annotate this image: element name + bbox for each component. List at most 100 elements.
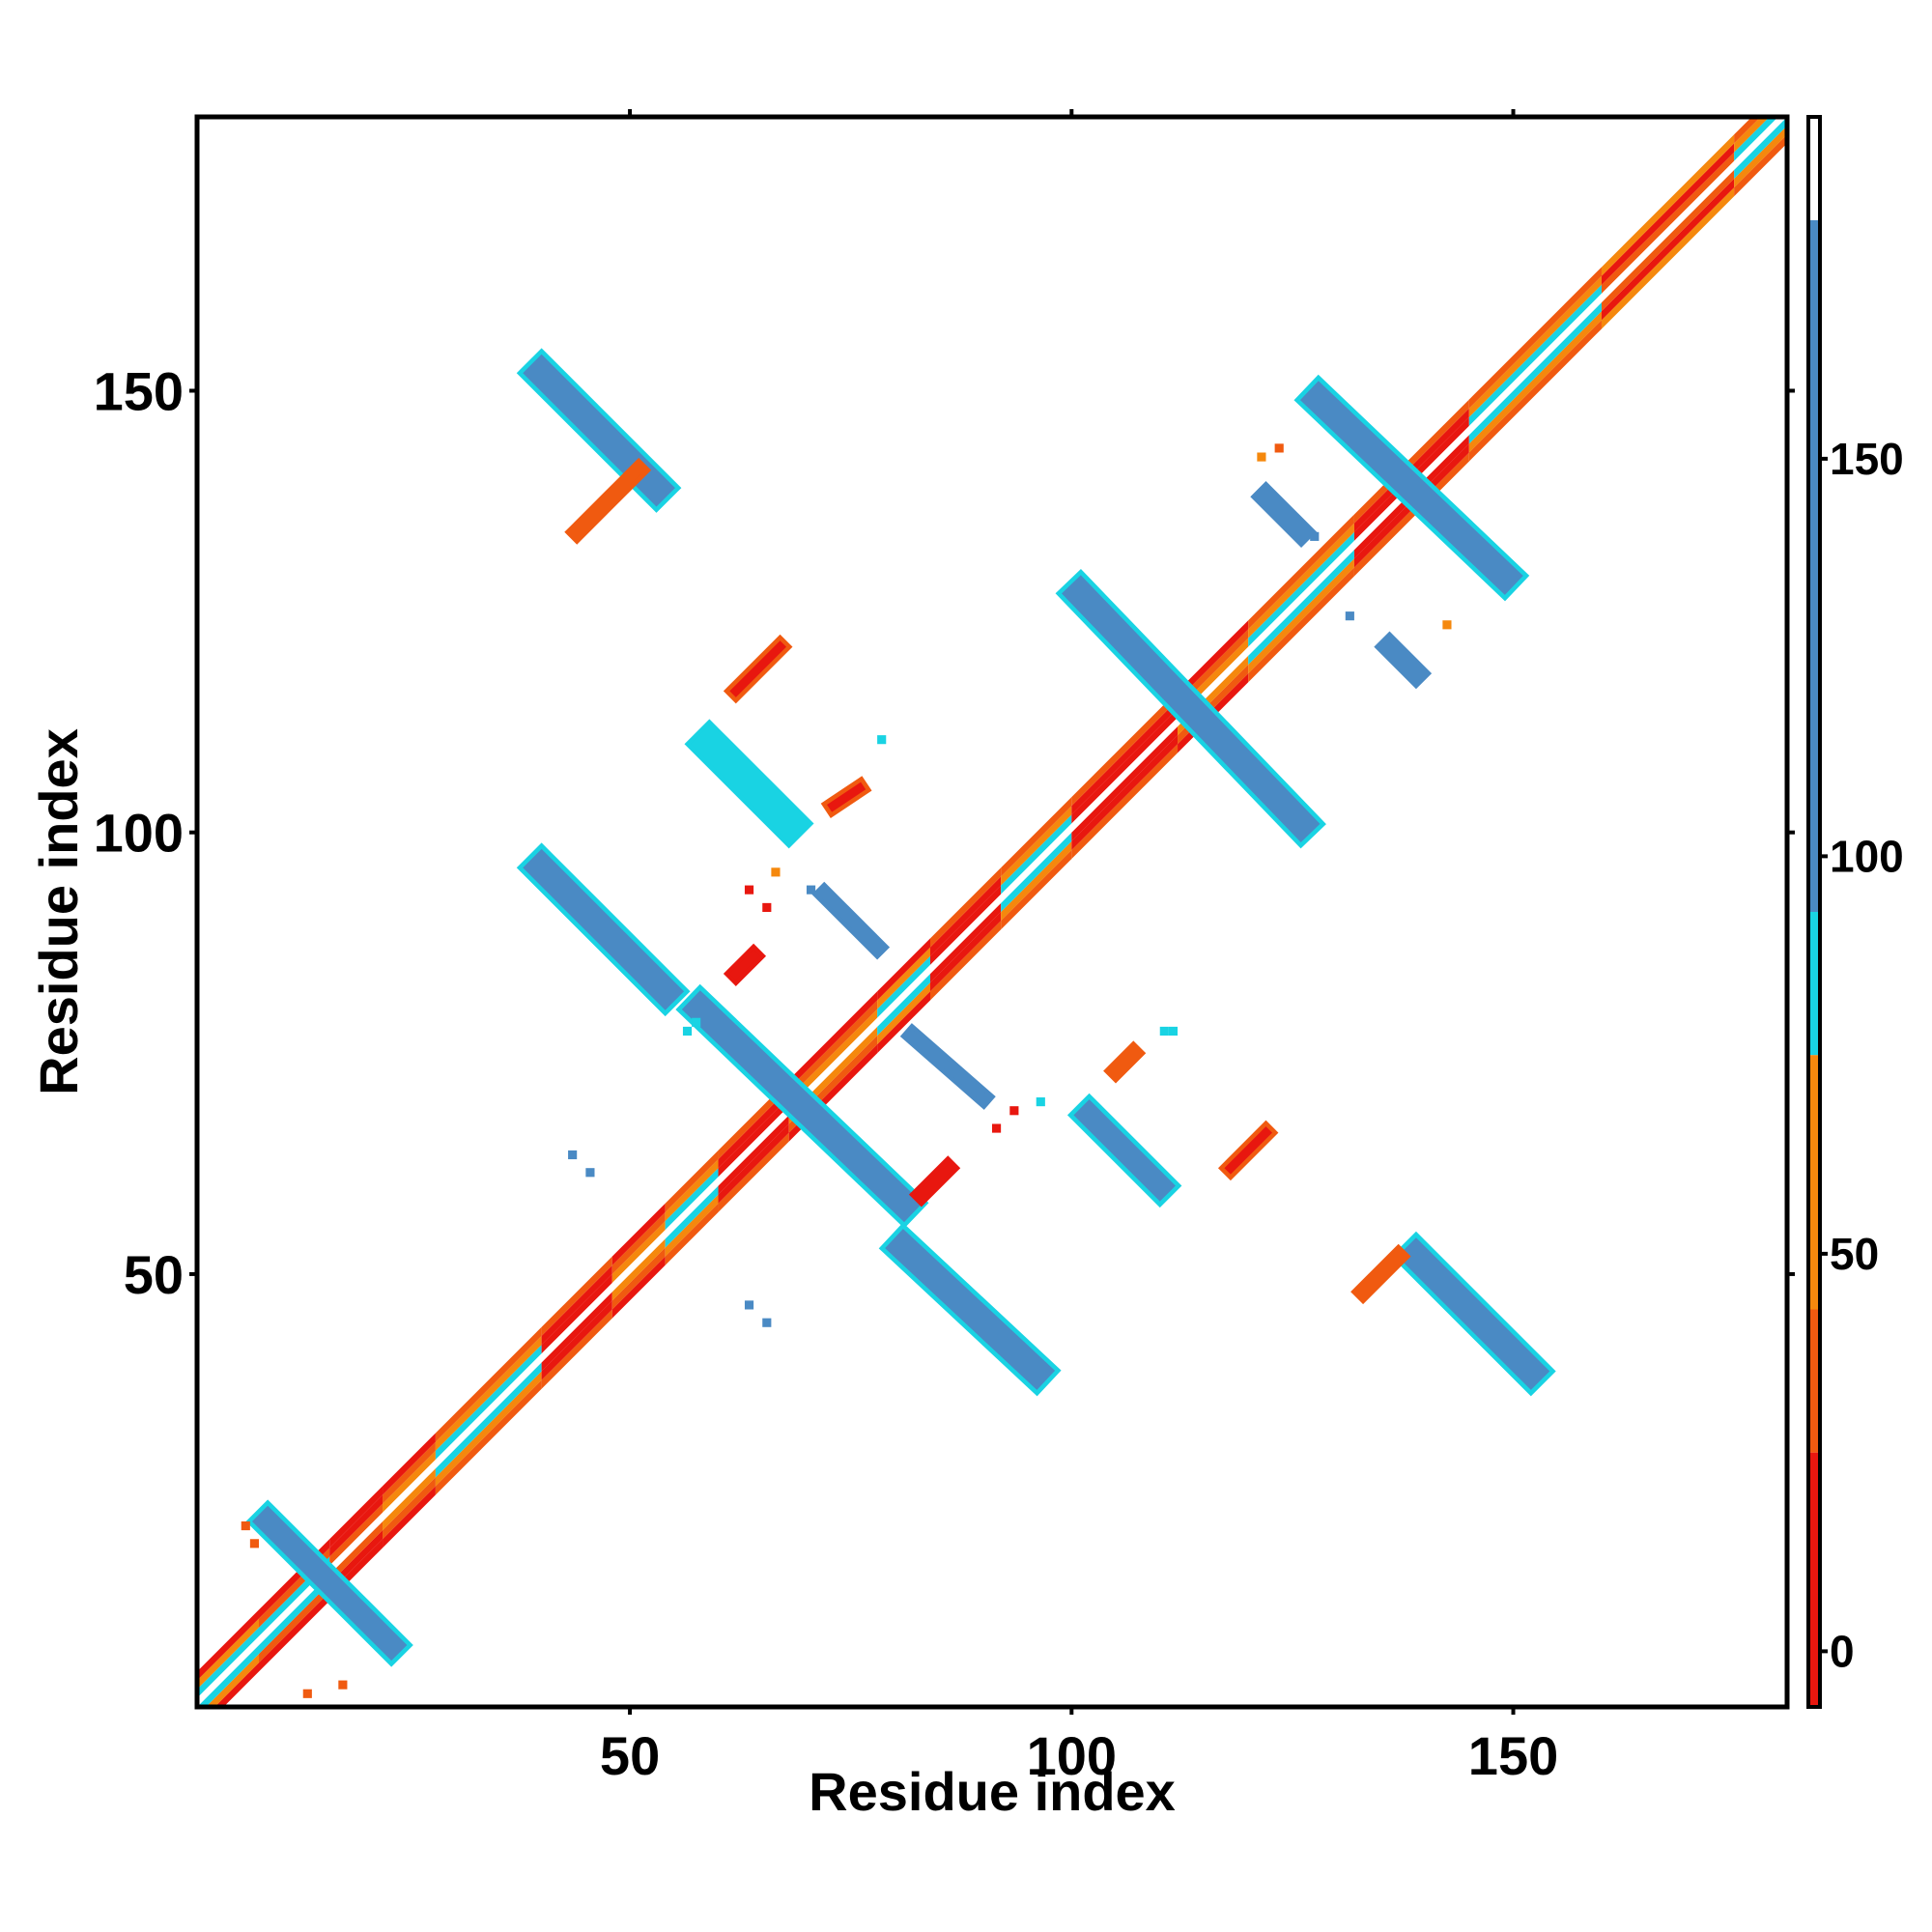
colorbar-label-0: 0 <box>1830 1626 1855 1676</box>
colorbar-label-100: 100 <box>1830 831 1904 881</box>
diagonal-band-12-m2 <box>1001 840 1072 922</box>
diagonal-band-2-p3 <box>329 1486 384 1548</box>
colorbar-band-4 <box>1808 219 1820 913</box>
diagonal-band-7-m2 <box>665 1194 719 1257</box>
diagonal-band-10-m1 <box>877 974 930 1037</box>
diagonal-band-4-p1 <box>435 1345 542 1460</box>
contact-band-5 <box>885 1229 1056 1390</box>
diagonal-cell-0 <box>197 1635 260 1707</box>
diagonal-cell-2 <box>329 1512 384 1575</box>
contact-band-14 <box>570 464 645 539</box>
diagonal-band-4-p2 <box>435 1335 542 1451</box>
diagonal-band-11-m1 <box>929 902 1002 983</box>
contact-band-4 <box>681 990 923 1223</box>
contact-point-17 <box>1168 1026 1179 1037</box>
contact-point-16 <box>1159 1026 1169 1037</box>
contact-band-20 <box>1356 1250 1406 1298</box>
contact-point-13 <box>992 1123 1002 1133</box>
diagonal-band-9-p2 <box>788 1000 878 1098</box>
diagonal-band-15-p2 <box>1248 523 1354 639</box>
diagonal-cell-7 <box>665 1177 719 1239</box>
diagonal-band-19-p3 <box>1734 117 1761 144</box>
x-tick-label-50: 50 <box>600 1725 660 1786</box>
diagonal-band-6-p3 <box>611 1203 666 1265</box>
diagonal-band-18-m3 <box>1601 187 1735 329</box>
diagonal-cell-8 <box>718 1106 789 1186</box>
diagonal-band-17-p1 <box>1468 284 1602 427</box>
diagonal-band-19-m3 <box>1734 134 1787 197</box>
diagonal-band-10-p2 <box>877 947 930 1009</box>
diagonal-band-2-p2 <box>329 1494 384 1557</box>
diagonal-band-4-m3 <box>435 1379 542 1495</box>
contact-band-19 <box>1224 1126 1272 1175</box>
contact-band-2 <box>523 848 685 1010</box>
contact-point-23 <box>682 1026 693 1037</box>
diagonal-cell-12 <box>1001 823 1072 903</box>
diagonal-band-19-m2 <box>1734 126 1787 188</box>
colorbar-band-5 <box>1808 117 1820 220</box>
diagonal-band-8-m1 <box>718 1115 789 1195</box>
diagonal-band-5-p2 <box>541 1264 612 1346</box>
diagonal-band-13-m3 <box>1071 744 1179 860</box>
diagonal-band-2-p1 <box>329 1503 384 1566</box>
diagonal-band-17-m3 <box>1468 320 1602 462</box>
y-tick-label-150: 150 <box>94 360 184 421</box>
diagonal-band-10-p1 <box>877 955 930 1018</box>
diagonal-band-6-p2 <box>611 1211 666 1274</box>
diagonal-band-15-m1 <box>1248 550 1354 665</box>
diagonal-band-0-m1 <box>197 1644 260 1707</box>
diagonal-band-13-p1 <box>1071 708 1179 824</box>
diagonal-band-7-m1 <box>665 1185 719 1248</box>
contact-point-11 <box>806 885 816 895</box>
diagonal-cell-18 <box>1601 160 1735 303</box>
contact-point-0 <box>338 1680 348 1690</box>
contact-point-21 <box>1257 452 1266 462</box>
colorbar-band-1 <box>1808 1309 1820 1453</box>
diagonal-band-3-m2 <box>383 1477 436 1540</box>
contact-point-6 <box>744 1300 754 1310</box>
diagonal-band-12-p2 <box>1001 806 1072 886</box>
colorbar-label-50: 50 <box>1830 1229 1879 1279</box>
diagonal-band-15-p1 <box>1248 531 1354 647</box>
colorbar-band-2 <box>1808 1055 1820 1310</box>
diagonal-band-17-p2 <box>1468 275 1602 417</box>
diagonal-band-11-p2 <box>929 876 1002 956</box>
contact-band-8 <box>1299 381 1523 595</box>
contact-point-15 <box>1036 1097 1045 1107</box>
heatmap-cells <box>197 117 1787 1707</box>
diagonal-band-3-m1 <box>383 1468 436 1531</box>
diagonal-band-12-p3 <box>1001 797 1072 877</box>
diagonal-band-5-p1 <box>541 1273 612 1354</box>
diagonal-band-18-p2 <box>1601 143 1735 285</box>
diagonal-band-7-p2 <box>665 1159 719 1222</box>
diagonal-band-9-p1 <box>788 1009 878 1107</box>
y-tick-label-100: 100 <box>94 803 184 864</box>
diagonal-cell-3 <box>383 1459 436 1521</box>
diagonal-band-8-m3 <box>718 1132 789 1212</box>
contact-band-18 <box>915 1161 954 1202</box>
diagonal-cell-15 <box>1248 540 1354 656</box>
contact-band-10 <box>1256 487 1311 542</box>
diagonal-band-18-m1 <box>1601 169 1735 312</box>
diagonal-band-10-m2 <box>877 982 930 1045</box>
diagonal-cell-6 <box>611 1230 666 1293</box>
diagonal-band-5-m3 <box>541 1309 612 1389</box>
contact-point-24 <box>692 1017 701 1027</box>
diagonal-band-5-m2 <box>541 1300 612 1380</box>
contact-band-21 <box>1109 1046 1140 1078</box>
diagonal-band-13-m2 <box>1071 735 1179 850</box>
contact-point-14 <box>1009 1106 1019 1116</box>
diagonal-band-15-m2 <box>1248 558 1354 674</box>
contact-point-5 <box>585 1168 595 1178</box>
colorbar-band-3 <box>1808 912 1820 1056</box>
diagonal-band-19-p1 <box>1734 117 1778 161</box>
diagonal-band-9-p3 <box>788 991 878 1089</box>
contact-point-1 <box>302 1689 312 1698</box>
contact-band-11 <box>1379 637 1426 683</box>
contact-point-8 <box>744 885 754 895</box>
diagonal-band-5-p3 <box>541 1256 612 1336</box>
diagonal-band-3-p1 <box>383 1450 436 1513</box>
diagonal-band-5-m1 <box>541 1292 612 1372</box>
contact-point-4 <box>568 1150 578 1160</box>
